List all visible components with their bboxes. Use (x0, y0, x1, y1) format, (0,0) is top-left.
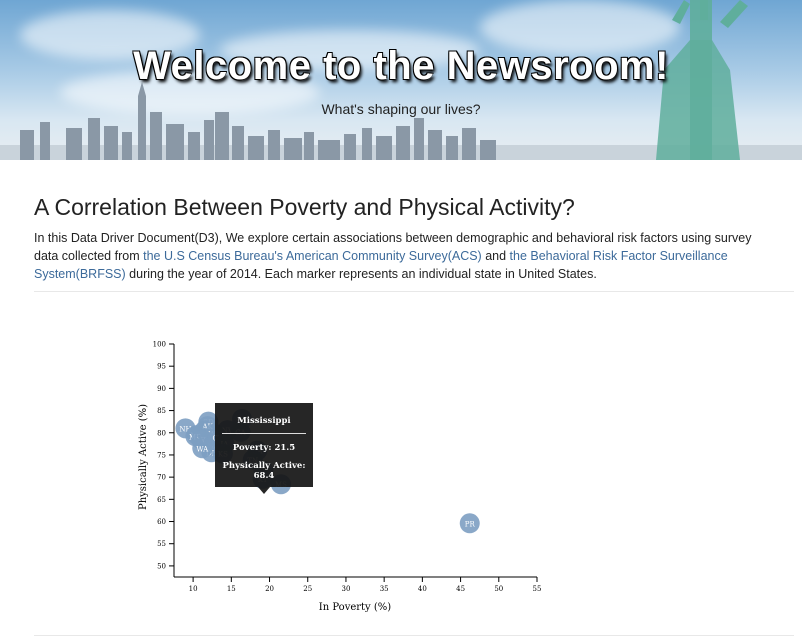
tooltip-state-name: Mississippi (237, 416, 291, 426)
scatter-chart: 10 15 20 25 30 35 40 45 50 55 50 55 60 65 70 75 80 85 90 9… (138, 341, 542, 614)
state-marker-label: PR (465, 520, 476, 528)
article: A Correlation Between Poverty and Physic… (34, 194, 774, 283)
y-tick-label: 60 (157, 518, 166, 526)
hero-title: Welcome to the Newsroom! (133, 44, 669, 88)
x-tick-label: 55 (533, 585, 542, 593)
tooltip-pointer (258, 487, 270, 494)
intro-and: and (481, 249, 510, 263)
y-tick-label: 80 (157, 429, 166, 437)
state-marker-label: NH (179, 425, 191, 433)
article-heading: A Correlation Between Poverty and Physic… (34, 194, 575, 220)
x-tick-label: 45 (456, 585, 465, 593)
city-skyline-illustration (0, 0, 802, 160)
article-intro: In this Data Driver Document(D3), We exp… (34, 229, 774, 283)
tooltip-physically-active: Physically Active: 68.4 (222, 461, 306, 481)
y-tick-label: 70 (157, 474, 166, 482)
state-marker-pr[interactable]: PR (459, 513, 480, 534)
intro-text-1: In this Data Driver Document(D3), We exp… (34, 231, 752, 263)
x-tick-label: 20 (265, 585, 274, 593)
brfss-link[interactable]: the Behavioral Risk Factor Surveillance … (34, 249, 728, 281)
x-tick-label: 50 (494, 585, 503, 593)
tooltip-poverty: Poverty: 21.5 (232, 443, 296, 453)
y-tick-label: 95 (157, 363, 166, 371)
state-marker-label: WA (196, 445, 209, 453)
x-tick-label: 30 (341, 585, 350, 593)
state-marker-label: DE (206, 449, 217, 457)
bottom-divider (34, 635, 794, 636)
hero-subtitle: What's shaping our lives? (321, 101, 481, 117)
y-tick-label: 50 (157, 562, 166, 570)
y-tick-label: 100 (153, 341, 166, 349)
x-tick-label: 35 (380, 585, 389, 593)
x-tick-label: 15 (227, 585, 236, 593)
y-tick-label: 75 (157, 451, 166, 459)
state-marker-circle[interactable] (192, 438, 213, 459)
y-axis: 50 55 60 65 70 75 80 85 90 95 100 (153, 341, 175, 577)
y-axis-label: Physically Active (%) (138, 404, 149, 510)
x-axis: 10 15 20 25 30 35 40 45 50 55 (174, 576, 542, 593)
x-axis-label: In Poverty (%) (319, 602, 392, 613)
section-divider (34, 291, 794, 292)
state-tooltip: Mississippi Poverty: 21.5 Physically Act… (215, 403, 313, 494)
y-tick-label: 90 (157, 385, 166, 393)
tooltip-divider (222, 433, 306, 434)
hero-banner: Welcome to the Newsroom! What's shaping … (0, 0, 802, 160)
y-tick-label: 65 (157, 496, 166, 504)
y-tick-label: 55 (157, 540, 166, 548)
x-tick-label: 40 (418, 585, 427, 593)
x-tick-label: 10 (189, 585, 198, 593)
y-tick-label: 85 (157, 407, 166, 415)
intro-text-2: during the year of 2014. Each marker rep… (125, 267, 597, 281)
acs-link[interactable]: the U.S Census Bureau's American Communi… (143, 249, 482, 263)
x-tick-label: 25 (303, 585, 312, 593)
state-marker-circle[interactable] (459, 513, 480, 534)
state-marker-wa[interactable]: WA (192, 438, 213, 459)
